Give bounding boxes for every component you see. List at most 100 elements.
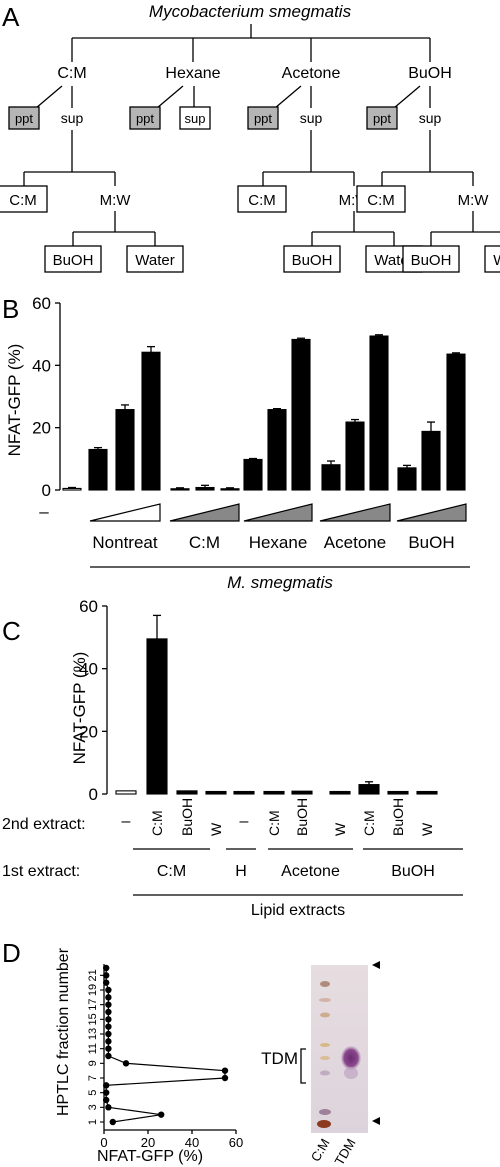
cm-box (0, 185, 48, 213)
first-extract-item: H (235, 863, 247, 880)
solvent-3: BuOH (408, 65, 452, 82)
sup-label: sup (300, 110, 323, 126)
water-box (126, 245, 184, 273)
buoh-box (44, 245, 102, 273)
c-ytick-label: 20 (79, 722, 98, 741)
group-label-2: Hexane (249, 533, 308, 552)
c-ytick-label: 60 (79, 597, 98, 616)
b-bar (321, 464, 341, 491)
second-extract-item: W (208, 822, 224, 836)
group-label-3: Acetone (324, 533, 386, 552)
tlc-plate-image: TDM C:M TDM (261, 961, 380, 1167)
ppt-label: ppt (15, 111, 33, 126)
d-point (221, 1067, 229, 1074)
d-series-line (105, 968, 226, 1123)
d-ytick-label: 7 (87, 1075, 99, 1081)
cm-box (237, 185, 287, 213)
d-point (103, 972, 110, 979)
ppt-label: ppt (136, 111, 154, 126)
d-ytick-label: 11 (87, 1043, 99, 1054)
water-label: Water (135, 252, 174, 269)
d-ytick-label: 17 (87, 999, 99, 1011)
b-ytick-label: 40 (32, 356, 51, 375)
solvent-2: Acetone (282, 65, 341, 82)
solvent-front-arrow (372, 961, 380, 969)
b-bar (141, 351, 161, 491)
buoh-box (283, 245, 341, 273)
c-bar (416, 790, 438, 795)
d-ytick-label: 19 (87, 984, 99, 996)
d-point (103, 1082, 110, 1089)
panel-c-footer: Lipid extracts (251, 902, 345, 919)
buoh-label: BuOH (411, 252, 452, 269)
b-bar (170, 488, 190, 491)
panel-b-control-label: – (39, 502, 49, 521)
organism-title: Mycobacterium smegmatis (149, 2, 352, 21)
d-ytick-label: 3 (87, 1104, 99, 1110)
c-bar (387, 790, 409, 795)
panel-d-letter: D (2, 938, 21, 968)
lane-label-cm: C:M (308, 1136, 333, 1164)
d-point (122, 1060, 130, 1067)
d-xtick-label: 0 (100, 1135, 107, 1150)
c-bar (146, 638, 168, 795)
origin-arrow (372, 1117, 380, 1125)
b-bar (195, 486, 215, 491)
b-ytick-label: 0 (42, 481, 51, 500)
panel-d-ylabel: HPTLC fraction number (55, 947, 72, 1116)
cm-label: C:M (248, 192, 276, 209)
d-point (105, 1038, 112, 1045)
second-extract-item: BuOH (179, 798, 195, 836)
group-label-0: Nontreat (92, 533, 157, 552)
d-point (105, 1052, 112, 1060)
b-bar (62, 487, 82, 491)
b-ytick-label: 60 (32, 294, 51, 313)
second-extract-item: – (240, 813, 249, 830)
concentration-wedge (89, 503, 161, 522)
d-point (105, 1008, 112, 1016)
concentration-wedge (243, 503, 313, 522)
tdm-bracket (300, 1048, 306, 1084)
buoh-label: BuOH (53, 252, 94, 269)
second-extract-item: W (419, 822, 435, 836)
cm-box (356, 185, 406, 213)
group-label-1: C:M (189, 533, 220, 552)
ppt-link (274, 85, 302, 109)
d-point (105, 1023, 112, 1030)
b-bar (291, 338, 311, 491)
sup-box (179, 106, 211, 130)
c-bar (233, 790, 255, 795)
ppt-label: ppt (373, 111, 391, 126)
b-bar (243, 458, 263, 491)
d-point (105, 1016, 112, 1023)
cm-label: C:M (367, 192, 395, 209)
first-extract-item: Acetone (281, 863, 340, 880)
b-bar (345, 421, 365, 491)
d-point (105, 1045, 112, 1052)
ppt-box (366, 106, 398, 130)
sup-label: sup (185, 111, 206, 126)
d-xtick-label: 20 (141, 1135, 155, 1150)
second-extract-item: C:M (361, 810, 377, 836)
c-bar (176, 790, 198, 795)
solvent-1: Hexane (165, 65, 220, 82)
ppt-box (247, 106, 279, 130)
panel-b-chart: B NFAT-GFP (%) 0 20 40 60 – Nontreat C:M Hexa… (2, 294, 470, 592)
ppt-link (156, 85, 184, 109)
second-extract-item: – (122, 813, 131, 830)
b-bar (267, 409, 287, 491)
first-extract-item: BuOH (391, 863, 435, 880)
concentration-wedge (396, 503, 467, 522)
group-label-4: BuOH (408, 533, 454, 552)
d-point (105, 986, 112, 994)
solvent-0: C:M (57, 65, 86, 82)
d-point (103, 964, 110, 972)
c-ytick-label: 0 (89, 785, 98, 804)
b-bar (369, 335, 389, 491)
buoh-box (402, 245, 460, 273)
ppt-box (129, 106, 161, 130)
cm-label: C:M (9, 192, 37, 209)
panel-c-letter: C (2, 616, 21, 646)
first-extract-item: C:M (157, 863, 186, 880)
